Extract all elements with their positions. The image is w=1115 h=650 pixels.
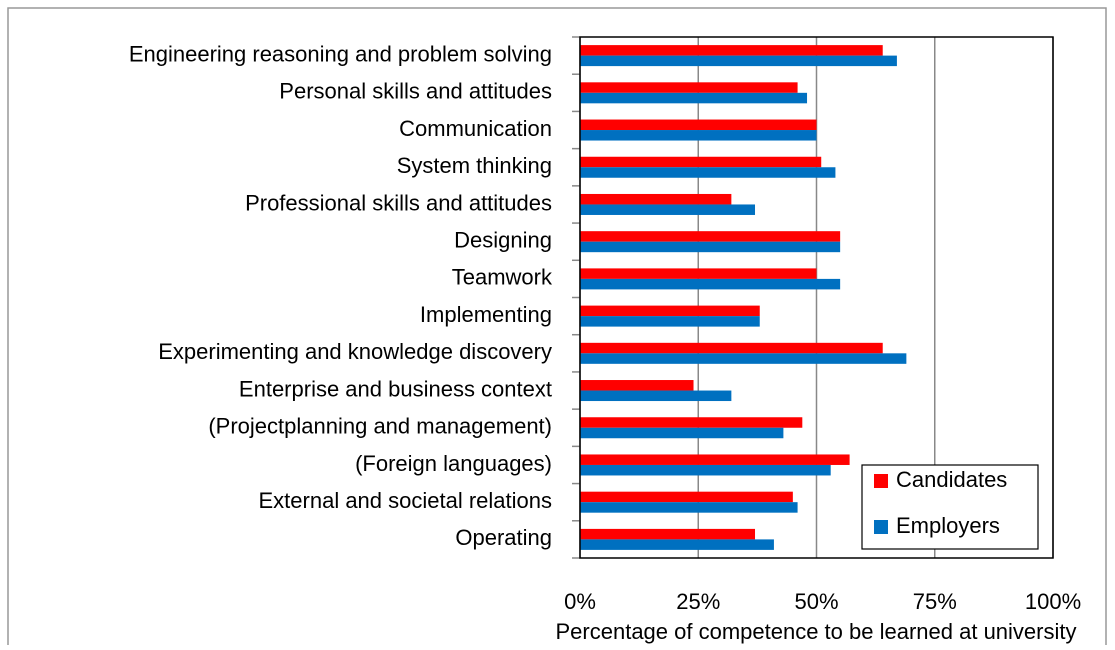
y-tick-label: Engineering reasoning and problem solvin… bbox=[129, 41, 552, 66]
x-tick-label: 25% bbox=[676, 589, 720, 614]
x-axis-title: Percentage of competence to be learned a… bbox=[556, 619, 1077, 644]
x-tick-label: 75% bbox=[913, 589, 957, 614]
bar bbox=[580, 241, 841, 253]
bar bbox=[580, 82, 798, 93]
bar bbox=[580, 316, 760, 327]
x-tick-label: 100% bbox=[1025, 589, 1081, 614]
bar bbox=[580, 167, 836, 178]
bar bbox=[580, 278, 841, 290]
chart-border bbox=[7, 7, 1107, 650]
bar bbox=[580, 342, 883, 354]
bar bbox=[580, 390, 732, 402]
x-tick-label: 50% bbox=[794, 589, 838, 614]
bar bbox=[580, 502, 798, 513]
bar bbox=[580, 464, 831, 476]
y-tick-label: (Projectplanning and management) bbox=[208, 414, 552, 439]
bar bbox=[580, 231, 841, 242]
x-tick-label: 0% bbox=[564, 589, 596, 614]
bar bbox=[580, 268, 817, 279]
y-tick-label: System thinking bbox=[397, 153, 552, 178]
bar bbox=[580, 45, 883, 56]
bar bbox=[580, 204, 756, 215]
legend-swatch bbox=[874, 520, 888, 534]
bar bbox=[580, 55, 897, 67]
y-tick-label: Professional skills and attitudes bbox=[245, 190, 552, 215]
bar bbox=[580, 119, 817, 131]
y-tick-label: Teamwork bbox=[452, 265, 553, 290]
bar bbox=[580, 454, 850, 465]
bar bbox=[580, 417, 803, 428]
bar bbox=[580, 353, 907, 364]
y-tick-label: Personal skills and attitudes bbox=[279, 79, 552, 104]
bar bbox=[580, 305, 760, 317]
y-tick-label: Implementing bbox=[420, 302, 552, 327]
bar bbox=[580, 539, 774, 550]
bar bbox=[580, 427, 784, 439]
bar bbox=[580, 156, 822, 168]
bar bbox=[580, 528, 756, 540]
y-tick-label: Communication bbox=[399, 116, 552, 141]
bar bbox=[580, 92, 808, 104]
y-tick-label: (Foreign languages) bbox=[355, 451, 552, 476]
legend-swatch bbox=[874, 474, 888, 488]
plot-border bbox=[579, 36, 1054, 559]
bar bbox=[580, 491, 793, 503]
bar bbox=[580, 130, 817, 141]
bar bbox=[580, 380, 694, 391]
y-tick-label: Enterprise and business context bbox=[239, 376, 552, 401]
y-tick-label: Operating bbox=[455, 525, 552, 550]
y-tick-label: Experimenting and knowledge discovery bbox=[158, 339, 552, 364]
y-tick-label: External and societal relations bbox=[259, 488, 553, 513]
legend-label: Candidates bbox=[896, 467, 1007, 492]
legend-box bbox=[861, 464, 1039, 550]
bar bbox=[580, 193, 732, 205]
y-tick-label: Designing bbox=[454, 227, 552, 252]
legend-label: Employers bbox=[896, 513, 1000, 538]
